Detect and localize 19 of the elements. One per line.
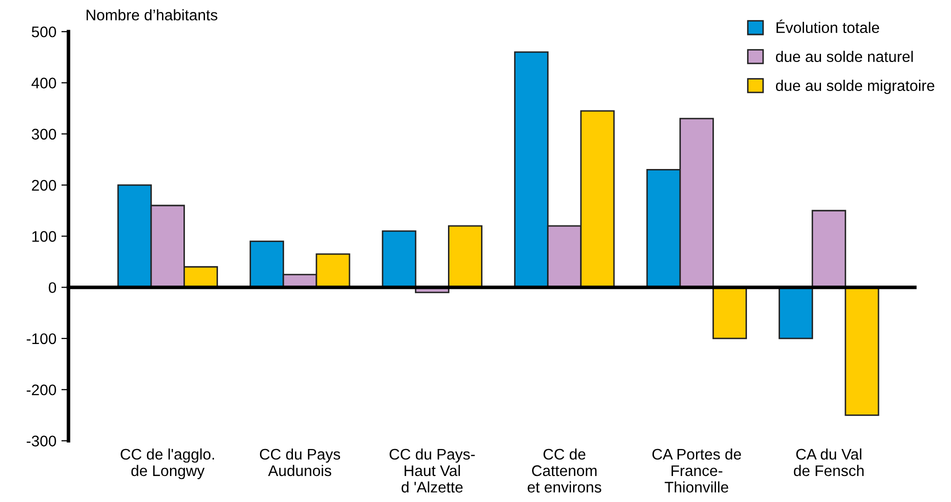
legend-label: due au solde migratoire — [776, 80, 934, 94]
y-tick-label: 100 — [32, 231, 56, 242]
y-tick-label: 0 — [48, 282, 56, 294]
x-tick-label: CA Portes de France- Thionville — [652, 448, 741, 493]
legend-label: due au solde naturel — [776, 50, 913, 62]
y-tick-label: 300 — [32, 128, 56, 140]
x-tick-label: CC de Cattenom et environs — [528, 448, 602, 493]
x-tick-label: CC du Pays Audunois — [260, 448, 340, 476]
y-tick-label: -300 — [26, 436, 56, 446]
x-tick-label: CA du Val de Fensch — [794, 448, 864, 476]
x-tick-label: CC de l'agglo. de Longwy — [120, 448, 214, 480]
y-tick-label: 500 — [32, 26, 56, 38]
x-tick-label: CC du Pays- Haut Val d 'Alzette — [390, 448, 475, 493]
y-tick-label: 200 — [32, 180, 56, 191]
y-tick-label: -200 — [26, 384, 56, 396]
legend-label: Évolution totale — [776, 20, 880, 34]
y-axis-title: Nombre d’habitants — [86, 9, 218, 20]
y-tick-label: 400 — [32, 78, 56, 88]
y-tick-label: -100 — [26, 333, 56, 344]
